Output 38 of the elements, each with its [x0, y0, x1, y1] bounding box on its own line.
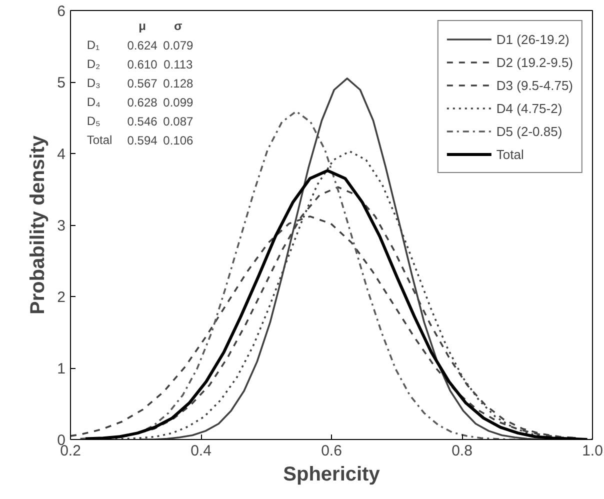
- y-tick-label: 4: [57, 146, 66, 163]
- annotation: D₅: [86, 114, 100, 128]
- y-tick-label: 5: [57, 74, 66, 92]
- x-tick-label: 0.6: [321, 442, 342, 460]
- legend-label: D3 (9.5-4.75): [496, 78, 573, 92]
- legend-label: Total: [496, 146, 524, 162]
- x-axis-title: Sphericity: [283, 464, 381, 486]
- annotation: μ: [138, 19, 146, 34]
- annotation: D₃: [86, 76, 100, 90]
- annotation: 0.610: [127, 58, 158, 72]
- annotation: 0.106: [163, 133, 194, 148]
- annotation: σ: [174, 19, 182, 34]
- annotation: D₁: [86, 38, 100, 52]
- legend-label: D1 (26-19.2): [496, 32, 570, 46]
- annotation: 0.567: [127, 76, 158, 91]
- annotation: 0.087: [163, 114, 194, 128]
- legend-label: D4 (4.75-2): [496, 100, 562, 116]
- x-tick-label: 0.8: [452, 442, 472, 460]
- annotation: 0.628: [127, 96, 158, 110]
- y-tick-label: 6: [57, 3, 66, 20]
- annotation: 0.594: [127, 133, 158, 148]
- annotation: 0.113: [164, 58, 194, 72]
- y-tick-label: 3: [57, 218, 66, 234]
- legend-label: D5 (2-0.85): [496, 124, 562, 138]
- legend-label: D2 (19.2-9.5): [496, 54, 573, 70]
- annotation: 0.079: [163, 38, 194, 53]
- annotation: D₂: [86, 57, 100, 72]
- annotation: D₄: [86, 95, 100, 110]
- annotation: 0.099: [163, 96, 194, 110]
- annotation: 0.128: [163, 76, 194, 91]
- annotation: 0.624: [127, 38, 158, 53]
- y-tick-label: 2: [57, 289, 66, 306]
- annotation: 0.546: [127, 114, 158, 128]
- y-axis-title: Probability density: [27, 134, 50, 314]
- x-tick-label: 1.0: [582, 442, 603, 460]
- x-tick-label: 0.4: [190, 442, 212, 460]
- annotation: Total: [86, 132, 112, 147]
- y-tick-label: 1: [57, 360, 66, 378]
